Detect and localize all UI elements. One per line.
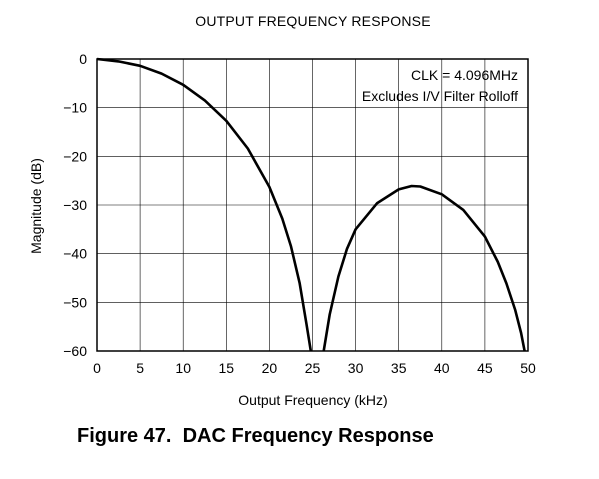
- x-tick-label: 25: [305, 360, 321, 376]
- y-tick-label: 0: [79, 51, 87, 67]
- series-line-lobe-1: [96, 57, 313, 352]
- x-axis-title: Output Frequency (kHz): [238, 392, 387, 408]
- x-tick-label: 10: [175, 360, 191, 376]
- x-tick-label: 0: [93, 360, 101, 376]
- annotation-filter-note: Excludes I/V Filter Rolloff: [362, 88, 518, 104]
- y-axis-title: Magnitude (dB): [28, 158, 44, 254]
- x-tick-label: 20: [262, 360, 278, 376]
- y-tick-label: −30: [63, 197, 87, 213]
- y-tick-label: −10: [63, 100, 87, 116]
- x-tick-label: 5: [136, 360, 144, 376]
- y-tick-label: −60: [63, 343, 87, 359]
- x-tick-label: 30: [348, 360, 364, 376]
- y-tick-label: −40: [63, 246, 87, 262]
- x-axis-ticks: 0 5 10 15 20 25 30 35 40 45 50: [93, 360, 536, 376]
- series-layer: [96, 57, 526, 352]
- y-axis-ticks: 0 −10 −20 −30 −40 −50 −60: [63, 51, 87, 359]
- frequency-response-chart: 0 5 10 15 20 25 30 35 40 45 50 0 −10 −20 −30 −40 −50 −60…: [28, 13, 536, 408]
- plot-frame: [96, 58, 529, 352]
- series-line-lobe-2: [322, 184, 526, 352]
- y-tick-label: −50: [63, 294, 87, 310]
- x-tick-label: 15: [219, 360, 235, 376]
- annotation-clock: CLK = 4.096MHz: [411, 67, 518, 83]
- figure-caption: Figure 47. DAC Frequency Response: [77, 425, 434, 447]
- y-tick-label: −20: [63, 148, 87, 164]
- x-tick-label: 50: [520, 360, 536, 376]
- chart-title: OUTPUT FREQUENCY RESPONSE: [195, 13, 431, 29]
- x-tick-label: 45: [477, 360, 493, 376]
- x-tick-label: 35: [391, 360, 407, 376]
- x-tick-label: 40: [434, 360, 450, 376]
